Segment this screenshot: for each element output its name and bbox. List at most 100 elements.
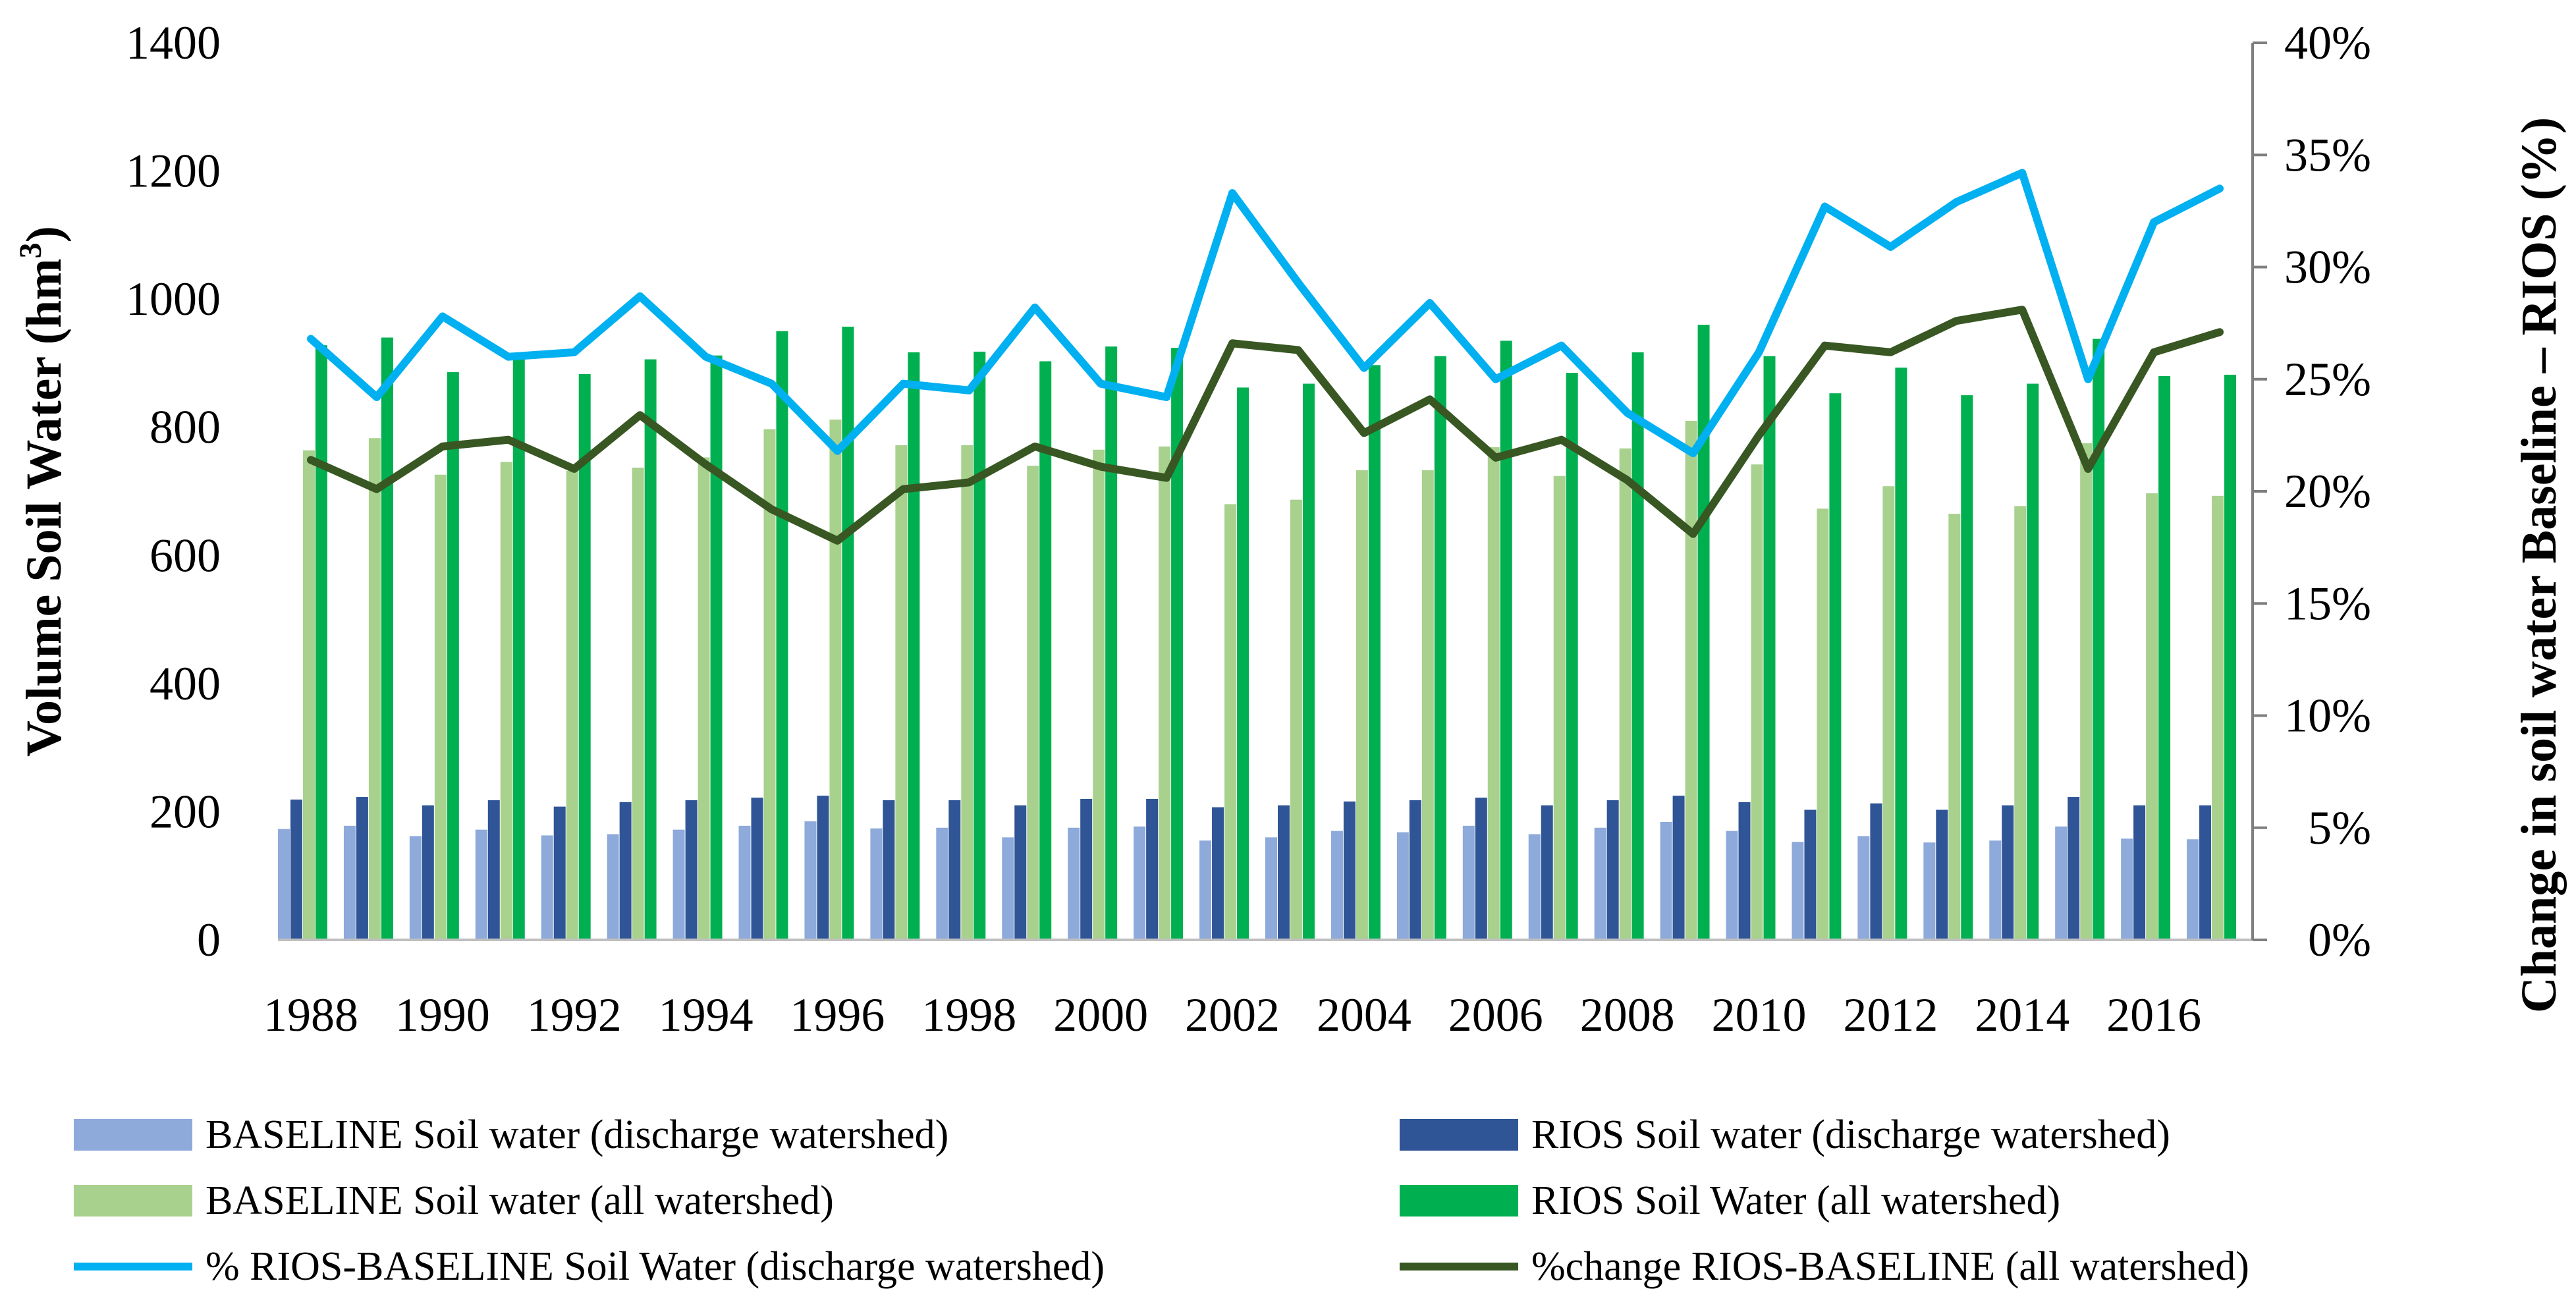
x-tick-labels: 1988 1990 1992 1994 1996 1998 2000 2002 2004 2006…: [263, 989, 2201, 1041]
bar-baseline-soil-water-discharge-watershed--1990: [409, 836, 422, 940]
y2-tick-label: 20%: [2284, 465, 2371, 518]
bar-baseline-soil-water-all-watershed--2010: [1751, 464, 1763, 940]
bar-baseline-soil-water-all-watershed--1991: [500, 462, 512, 940]
bar-rios-soil-water-discharge-watershed--2017: [2199, 805, 2212, 940]
bar-baseline-soil-water-discharge-watershed--2015: [2055, 826, 2068, 940]
bar-rios-soil-water-all-watershed--2006: [1500, 341, 1512, 940]
legend-label: RIOS Soil Water (all watershed): [1531, 1178, 2060, 1223]
bar-rios-soil-water-all-watershed--2007: [1566, 373, 1578, 940]
y-tick-label: 200: [150, 785, 221, 838]
bar-baseline-soil-water-all-watershed--2009: [1685, 420, 1697, 940]
bar-rios-soil-water-all-watershed--1998: [973, 351, 986, 940]
legend-label: %change RIOS-BASELINE (all watershed): [1531, 1244, 2249, 1289]
bar-baseline-soil-water-discharge-watershed--1988: [278, 829, 290, 940]
bar-rios-soil-water-all-watershed--2009: [1697, 325, 1710, 940]
bar-baseline-soil-water-discharge-watershed--2010: [1726, 831, 1738, 940]
bar-baseline-soil-water-all-watershed--1999: [1027, 466, 1039, 940]
bar-baseline-soil-water-all-watershed--2002: [1224, 504, 1237, 940]
bar-rios-soil-water-discharge-watershed--2015: [2068, 797, 2080, 940]
bar-rios-soil-water-all-watershed--2005: [1434, 356, 1446, 940]
bar-baseline-soil-water-all-watershed--2006: [1487, 447, 1500, 940]
legend-label: RIOS Soil water (discharge watershed): [1531, 1112, 2170, 1157]
bar-rios-soil-water-all-watershed--2001: [1171, 348, 1184, 940]
y-tick-label: 800: [150, 401, 221, 454]
bar-rios-soil-water-discharge-watershed--1992: [553, 806, 566, 940]
legend-swatch: [1400, 1185, 1518, 1216]
bar-baseline-soil-water-discharge-watershed--1991: [475, 829, 487, 940]
bar-baseline-soil-water-discharge-watershed--2007: [1528, 834, 1541, 940]
bar-rios-soil-water-all-watershed--1989: [381, 337, 393, 940]
bar-baseline-soil-water-all-watershed--1988: [302, 450, 315, 940]
y2-tick-label: 15%: [2284, 577, 2371, 630]
x-tick-label: 2006: [1448, 989, 1543, 1041]
bar-rios-soil-water-all-watershed--2016: [2158, 375, 2171, 940]
x-tick-label: 2012: [1843, 989, 1938, 1041]
bar-rios-soil-water-all-watershed--2002: [1237, 387, 1249, 940]
legend-swatch: [1400, 1119, 1518, 1151]
bar-baseline-soil-water-discharge-watershed--2001: [1134, 826, 1146, 940]
bar-rios-soil-water-discharge-watershed--2002: [1212, 807, 1224, 940]
bar-rios-soil-water-discharge-watershed--2001: [1146, 798, 1159, 940]
bar-rios-soil-water-discharge-watershed--2013: [1936, 809, 1948, 940]
bar-baseline-soil-water-discharge-watershed--2013: [1923, 842, 1936, 940]
bar-baseline-soil-water-all-watershed--2013: [1948, 514, 1961, 940]
bar-baseline-soil-water-discharge-watershed--1992: [541, 835, 553, 940]
bar-rios-soil-water-all-watershed--1990: [447, 372, 459, 940]
x-tick-label: 2016: [2106, 989, 2201, 1041]
bar-baseline-soil-water-all-watershed--2001: [1159, 446, 1171, 940]
bar-baseline-soil-water-discharge-watershed--2017: [2187, 839, 2199, 940]
legend-swatch: [74, 1119, 192, 1151]
bar-baseline-soil-water-discharge-watershed--1998: [936, 827, 948, 940]
y-tick-label: 600: [150, 529, 221, 582]
bar-baseline-soil-water-discharge-watershed--2003: [1265, 837, 1277, 940]
bar-rios-soil-water-discharge-watershed--2009: [1672, 796, 1685, 940]
bar-baseline-soil-water-all-watershed--2015: [2080, 443, 2093, 940]
legend-swatch: [74, 1185, 192, 1216]
bar-rios-soil-water-all-watershed--1994: [710, 355, 723, 940]
bar-rios-soil-water-discharge-watershed--2005: [1409, 800, 1421, 940]
series-lines: [306, 169, 2224, 545]
bar-baseline-soil-water-discharge-watershed--2006: [1462, 825, 1475, 940]
bar-baseline-soil-water-discharge-watershed--1997: [870, 828, 883, 940]
y-tick-label: 1200: [126, 145, 221, 198]
y2-tick-label: 35%: [2284, 128, 2371, 181]
bar-baseline-soil-water-discharge-watershed--2004: [1330, 831, 1343, 940]
bar-rios-soil-water-discharge-watershed--1993: [619, 802, 632, 940]
bar-baseline-soil-water-all-watershed--2014: [2014, 506, 2027, 940]
bar-rios-soil-water-all-watershed--1995: [776, 331, 788, 940]
y2-tick-label: 0%: [2308, 914, 2371, 966]
y2-tick-label: 5%: [2308, 802, 2371, 854]
x-tick-label: 2014: [1975, 989, 2069, 1041]
y2-tick-label: 25%: [2284, 353, 2371, 406]
bar-rios-soil-water-discharge-watershed--1989: [356, 797, 368, 940]
bar-baseline-soil-water-discharge-watershed--2016: [2121, 838, 2133, 940]
bars: [278, 325, 2237, 940]
legend-label: BASELINE Soil water (all watershed): [206, 1178, 834, 1223]
bar-rios-soil-water-all-watershed--1993: [644, 359, 657, 940]
bar-rios-soil-water-discharge-watershed--1991: [487, 800, 500, 940]
bar-baseline-soil-water-all-watershed--2005: [1421, 470, 1434, 940]
bar-rios-soil-water-all-watershed--2003: [1302, 383, 1315, 940]
bar-baseline-soil-water-discharge-watershed--1989: [343, 825, 356, 940]
bar-rios-soil-water-discharge-watershed--2006: [1475, 798, 1487, 940]
bar-baseline-soil-water-discharge-watershed--1996: [804, 821, 817, 940]
bar-rios-soil-water-discharge-watershed--1999: [1014, 805, 1027, 940]
bar-rios-soil-water-discharge-watershed--2004: [1343, 801, 1356, 940]
line-discharge-watershed-pct: [306, 169, 2224, 458]
bar-baseline-soil-water-all-watershed--1998: [961, 445, 973, 940]
x-tick-label: 1990: [395, 989, 490, 1041]
x-tick-label: 2000: [1053, 989, 1148, 1041]
bar-rios-soil-water-discharge-watershed--1988: [290, 799, 302, 940]
y2-tick-label: 40%: [2284, 16, 2371, 69]
bar-rios-soil-water-all-watershed--1991: [512, 354, 525, 940]
x-tick-label: 2004: [1317, 989, 1411, 1041]
bar-baseline-soil-water-discharge-watershed--2002: [1199, 840, 1212, 940]
bar-rios-soil-water-discharge-watershed--2014: [2002, 805, 2014, 940]
bar-rios-soil-water-all-watershed--2004: [1368, 365, 1381, 940]
bar-baseline-soil-water-discharge-watershed--1993: [607, 834, 619, 940]
legend: BASELINE Soil water (discharge watershed…: [74, 1112, 2249, 1289]
x-tick-label: 1996: [790, 989, 885, 1041]
bar-rios-soil-water-all-watershed--2012: [1895, 368, 1907, 940]
